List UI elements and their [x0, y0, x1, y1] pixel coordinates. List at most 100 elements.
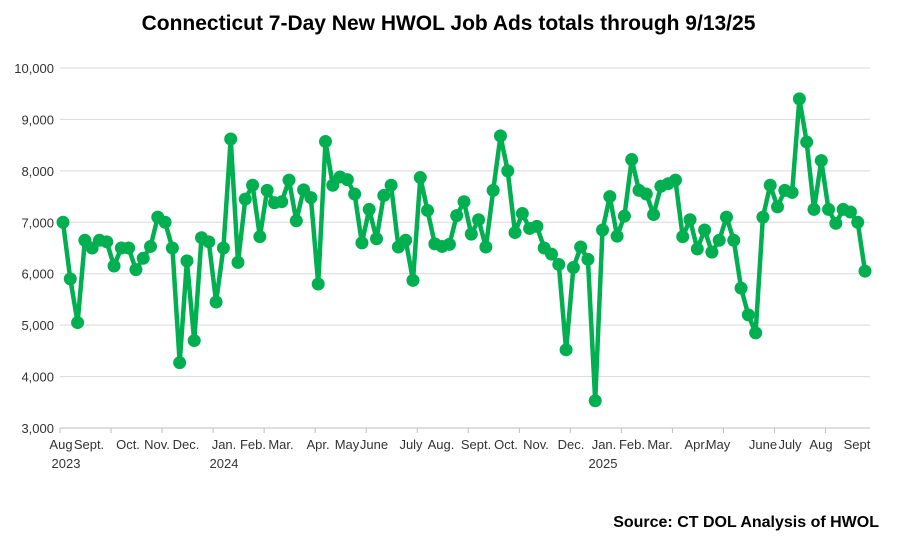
data-point — [143, 239, 157, 253]
series-line — [60, 96, 868, 403]
x-tick-label: Dec. — [558, 437, 585, 452]
data-point — [603, 190, 617, 204]
x-tick-label: Dec. — [173, 437, 200, 452]
data-point — [559, 343, 573, 357]
data-point — [340, 173, 354, 187]
x-tick-label: Apr. — [684, 437, 707, 452]
data-point — [122, 241, 136, 255]
x-tick-label: Sept. — [74, 437, 104, 452]
data-point — [625, 153, 639, 167]
data-point — [690, 242, 704, 256]
data-point — [544, 247, 558, 261]
data-point — [63, 272, 77, 286]
data-point — [800, 135, 814, 149]
year-label: 2025 — [589, 456, 618, 471]
data-point — [858, 264, 872, 278]
data-point — [771, 200, 785, 214]
data-point — [238, 192, 252, 206]
data-point — [100, 235, 114, 249]
data-point — [399, 233, 413, 247]
data-point — [136, 251, 150, 265]
data-point — [362, 202, 376, 216]
data-point — [792, 92, 806, 106]
data-point — [129, 263, 143, 277]
x-tick-label: June — [360, 437, 388, 452]
x-tick-label: Apr. — [306, 437, 329, 452]
data-point — [501, 164, 515, 178]
data-point — [581, 252, 595, 266]
data-point — [413, 171, 427, 185]
year-label: 2023 — [52, 456, 81, 471]
data-point — [508, 226, 522, 240]
x-tick-label: Mar. — [647, 437, 672, 452]
x-tick-label: May — [335, 437, 360, 452]
data-point — [741, 308, 755, 322]
y-tick-label: 5,000 — [21, 318, 54, 333]
data-point — [712, 233, 726, 247]
x-tick-label: Sept. — [461, 437, 491, 452]
data-point — [311, 277, 325, 291]
y-tick-label: 4,000 — [21, 370, 54, 385]
data-point — [515, 207, 529, 221]
data-point — [668, 173, 682, 187]
x-tick-label: Aug. — [428, 437, 455, 452]
data-point — [275, 195, 289, 209]
data-point — [209, 295, 223, 309]
data-point — [647, 208, 661, 222]
data-point — [552, 257, 566, 271]
y-tick-label: 10,000 — [14, 61, 54, 76]
data-point — [289, 214, 303, 228]
data-point — [829, 216, 843, 230]
x-tick-label: June — [749, 437, 777, 452]
data-point — [216, 241, 230, 255]
data-point — [107, 259, 121, 273]
data-point — [231, 255, 245, 269]
data-point — [173, 356, 187, 370]
data-point — [749, 326, 763, 340]
data-point — [719, 210, 733, 224]
y-tick-label: 3,000 — [21, 421, 54, 436]
data-point — [822, 202, 836, 216]
data-point — [406, 273, 420, 287]
source-note: Source: CT DOL Analysis of HWOL — [613, 514, 879, 531]
x-tick-label: July — [399, 437, 423, 452]
data-point — [348, 187, 362, 201]
data-point — [814, 154, 828, 168]
data-point — [610, 229, 624, 243]
data-point — [71, 316, 85, 330]
x-tick-label: Feb. — [619, 437, 645, 452]
data-point — [260, 183, 274, 197]
data-point — [734, 281, 748, 295]
data-point — [574, 240, 588, 254]
data-point — [165, 241, 179, 255]
x-tick-label: Aug — [49, 437, 72, 452]
data-point — [763, 178, 777, 192]
year-label: 2024 — [210, 456, 239, 471]
data-point — [304, 191, 318, 205]
data-point — [676, 230, 690, 244]
x-tick-label: Sept — [844, 437, 871, 452]
y-tick-label: 8,000 — [21, 164, 54, 179]
data-point — [158, 215, 172, 229]
x-tick-label: Aug — [809, 437, 832, 452]
x-tick-label: Nov. — [523, 437, 549, 452]
data-point — [282, 173, 296, 187]
data-point — [180, 254, 194, 268]
data-point — [253, 230, 267, 244]
data-point — [756, 210, 770, 224]
x-tick-label: Feb. — [240, 437, 266, 452]
data-point — [617, 209, 631, 223]
y-tick-label: 9,000 — [21, 112, 54, 127]
x-tick-label: Nov. — [144, 437, 170, 452]
data-point — [224, 132, 238, 146]
y-tick-label: 6,000 — [21, 267, 54, 282]
x-tick-label: May — [706, 437, 731, 452]
data-point — [851, 215, 865, 229]
data-point — [457, 195, 471, 209]
chart-title: Connecticut 7-Day New HWOL Job Ads total… — [141, 12, 756, 35]
data-point — [450, 209, 464, 223]
data-point — [202, 235, 216, 249]
data-point — [683, 213, 697, 227]
data-point — [384, 178, 398, 192]
